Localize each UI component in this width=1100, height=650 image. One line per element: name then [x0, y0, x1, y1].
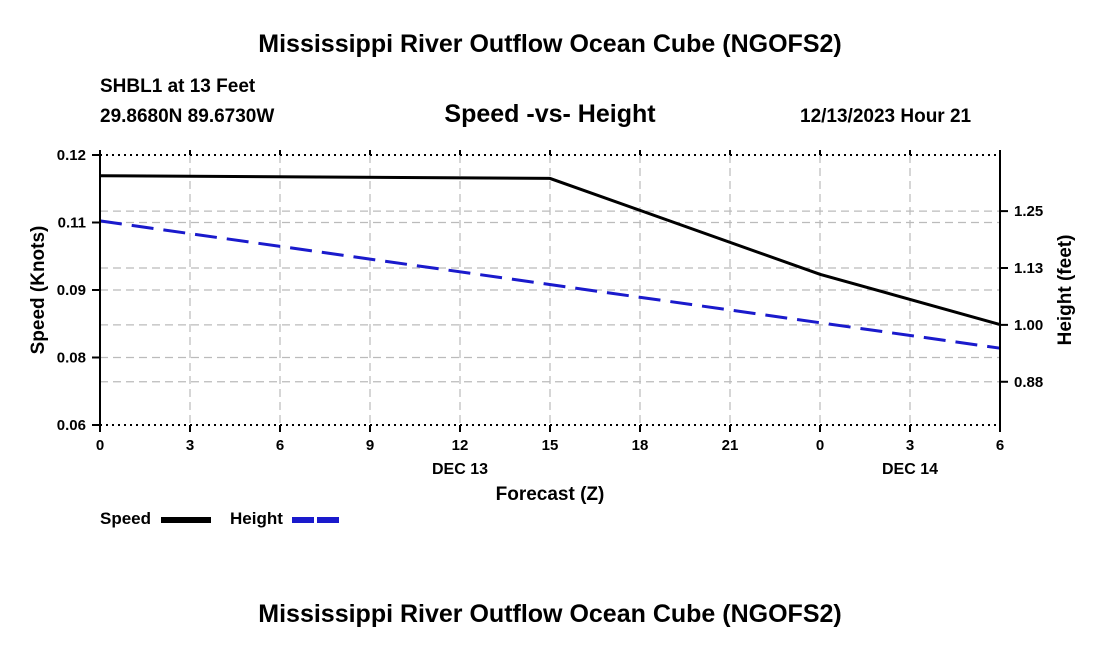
- y-left-tick-label: 0.09: [57, 282, 86, 299]
- series-line-height: [99, 219, 1001, 350]
- chart-title: Speed -vs- Height: [444, 100, 656, 128]
- x-tick-label: 18: [632, 437, 649, 454]
- grid: [100, 155, 1000, 425]
- x-tick-label: 15: [542, 437, 559, 454]
- bottom-title: Mississippi River Outflow Ocean Cube (NG…: [258, 600, 842, 628]
- x-tick-label: 21: [722, 437, 739, 454]
- x-tick-label: 6: [276, 437, 284, 454]
- y-right-tick-label: 1.00: [1014, 317, 1043, 334]
- legend-speed-label: Speed: [100, 509, 152, 528]
- datetime-label: 12/13/2023 Hour 21: [800, 106, 972, 127]
- x-tick-label: 0: [96, 437, 104, 454]
- y-right-tick-label: 1.13: [1014, 260, 1043, 277]
- y-left-tick-label: 0.12: [57, 147, 86, 164]
- x-tick-label: 6: [996, 437, 1004, 454]
- station-label: SHBL1 at 13 Feet: [100, 76, 256, 97]
- coordinates-label: 29.8680N 89.6730W: [100, 106, 275, 127]
- y-left-tick-label: 0.06: [57, 417, 86, 434]
- tick-layer: [92, 150, 1008, 432]
- y-left-tick-label: 0.08: [57, 350, 86, 367]
- y-right-tick-label: 0.88: [1014, 374, 1043, 391]
- series-layer: [99, 174, 1001, 350]
- x-tick-label: 12: [452, 437, 469, 454]
- series-line-speed: [99, 174, 1001, 327]
- x-axis-title: Forecast (Z): [496, 484, 605, 505]
- y-right-axis-title: Height (feet): [1055, 235, 1076, 346]
- y-left-tick-label: 0.11: [58, 215, 86, 232]
- axis-labels: 0 3 6 9 12 15 18 21 0 3 6 DEC 13 DEC 14 Forecast (Z) 0…: [28, 147, 1076, 505]
- y-left-axis-title: Speed (Knots): [28, 226, 49, 355]
- x-tick-label: 0: [816, 437, 824, 454]
- x-date-label: DEC 13: [432, 461, 488, 478]
- y-right-tick-label: 1.25: [1014, 203, 1043, 220]
- x-date-label: DEC 14: [882, 461, 938, 478]
- legend-speed-swatch: [161, 517, 211, 523]
- main-title: Mississippi River Outflow Ocean Cube (NG…: [258, 30, 842, 58]
- legend-height-swatch: [292, 517, 342, 523]
- x-tick-label: 3: [186, 437, 194, 454]
- x-tick-label: 9: [366, 437, 374, 454]
- x-tick-label: 3: [906, 437, 914, 454]
- legend-height-label: Height: [230, 509, 283, 528]
